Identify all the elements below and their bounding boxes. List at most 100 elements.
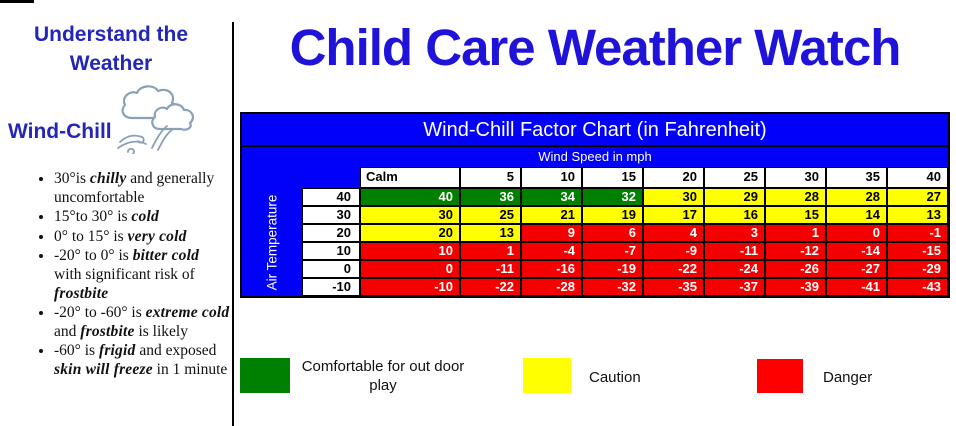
row-header-0: 0 <box>302 260 360 278</box>
value-cell: 13 <box>887 206 948 224</box>
clouds-wind-icon <box>117 85 194 154</box>
col-header-20: 20 <box>643 167 704 188</box>
bullet-item: 15°to 30° is cold <box>54 208 230 227</box>
bullet-item: -60° is frigid and exposed skin will fre… <box>54 342 230 379</box>
table-row: -10 -22 -28 -32 -35 -37 -39 -41 -43 <box>360 278 948 296</box>
sidebar-heading: Understand the Weather <box>33 23 188 75</box>
value-cell: -22 <box>460 278 521 296</box>
table-right-column: Calm 5 10 15 20 25 30 35 40 40 36 34 32 30 29 28 28 27 30… <box>360 167 948 296</box>
value-cell: -1 <box>887 224 948 242</box>
value-cell: 1 <box>460 242 521 260</box>
value-cell: 10 <box>360 242 460 260</box>
col-header-40: 40 <box>887 167 948 188</box>
value-cell: 6 <box>582 224 643 242</box>
bullet-list: 30°is chilly and generally uncomfortable… <box>26 170 230 380</box>
value-cell: 30 <box>643 188 704 206</box>
value-cell: 14 <box>826 206 887 224</box>
value-cell: -27 <box>826 260 887 278</box>
table-left-column: Air Temperature 40 30 20 10 0 -10 <box>242 167 360 296</box>
value-cell: -35 <box>643 278 704 296</box>
air-temperature-axis: Air Temperature <box>242 188 302 296</box>
value-cell: -15 <box>887 242 948 260</box>
value-cell: 30 <box>360 206 460 224</box>
value-cell: -28 <box>521 278 582 296</box>
value-cell: 29 <box>704 188 765 206</box>
bullet-item: 30°is chilly and generally uncomfortable <box>54 170 230 207</box>
col-header-15: 15 <box>582 167 643 188</box>
col-header-30: 30 <box>765 167 826 188</box>
wind-chill-table: Wind-Chill Factor Chart (in Fahrenheit) … <box>240 112 950 298</box>
value-cell: -4 <box>521 242 582 260</box>
legend-label-caution: Caution <box>589 369 641 386</box>
legend-label-danger: Danger <box>823 369 873 386</box>
value-cell: 3 <box>704 224 765 242</box>
table-header-spacer <box>242 167 360 188</box>
table-row: 40 36 34 32 30 29 28 28 27 <box>360 188 948 206</box>
value-cell: 1 <box>765 224 826 242</box>
value-cell: -10 <box>360 278 460 296</box>
value-cell: 40 <box>360 188 460 206</box>
table-title: Wind-Chill Factor Chart (in Fahrenheit) <box>242 114 948 147</box>
col-header-10: 10 <box>521 167 582 188</box>
row-headers: 40 30 20 10 0 -10 <box>302 188 360 296</box>
value-cell: -9 <box>643 242 704 260</box>
row-header-20: 20 <box>302 224 360 242</box>
value-cell: -29 <box>887 260 948 278</box>
value-cell: 0 <box>826 224 887 242</box>
value-cell: 27 <box>887 188 948 206</box>
value-cell: -7 <box>582 242 643 260</box>
col-header-35: 35 <box>826 167 887 188</box>
value-cell: 15 <box>765 206 826 224</box>
col-header-5: 5 <box>460 167 521 188</box>
value-cell: 17 <box>643 206 704 224</box>
value-cell: 19 <box>582 206 643 224</box>
table-header-row-cells: Calm 5 10 15 20 25 30 35 40 <box>360 167 948 188</box>
vertical-divider <box>232 22 234 426</box>
legend-swatch-comfortable <box>240 358 290 393</box>
value-cell: -37 <box>704 278 765 296</box>
page-title: Child Care Weather Watch <box>289 19 902 76</box>
bullet-item: 0° to 15° is very cold <box>54 228 230 247</box>
bullet-item: -20° to -60° is extreme cold and frostbi… <box>54 304 230 341</box>
legend-label-comfortable: Comfortable for out door play <box>301 358 465 394</box>
wind-speed-axis-label: Wind Speed in mph <box>538 149 652 164</box>
value-cell: 4 <box>643 224 704 242</box>
bullet-item: -20° to 0° is bitter cold with significa… <box>54 247 230 303</box>
value-cell: 21 <box>521 206 582 224</box>
value-cell: -22 <box>643 260 704 278</box>
value-cell: 0 <box>360 260 460 278</box>
value-cell: -11 <box>460 260 521 278</box>
row-header-10: 10 <box>302 242 360 260</box>
value-cell: 9 <box>521 224 582 242</box>
wind-chill-notes: 30°is chilly and generally uncomfortable… <box>26 170 230 381</box>
table-row: 10 1 -4 -7 -9 -11 -12 -14 -15 <box>360 242 948 260</box>
value-cell: 13 <box>460 224 521 242</box>
value-cell: 28 <box>765 188 826 206</box>
row-header-30: 30 <box>302 206 360 224</box>
value-cell: -11 <box>704 242 765 260</box>
value-cell: 25 <box>460 206 521 224</box>
table-row: 30 25 21 19 17 16 15 14 13 <box>360 206 948 224</box>
data-rows: 40 36 34 32 30 29 28 28 27 30 25 21 19 17 16 15 14 13 20 13… <box>360 188 948 296</box>
value-cell: 28 <box>826 188 887 206</box>
row-header--10: -10 <box>302 278 360 296</box>
table-body: Air Temperature 40 30 20 10 0 -10 Calm 5 10 15 20… <box>242 167 948 296</box>
value-cell: -32 <box>582 278 643 296</box>
value-cell: -16 <box>521 260 582 278</box>
value-cell: 36 <box>460 188 521 206</box>
value-cell: -26 <box>765 260 826 278</box>
legend-swatch-caution <box>523 358 571 393</box>
value-cell: 20 <box>360 224 460 242</box>
value-cell: -41 <box>826 278 887 296</box>
value-cell: -12 <box>765 242 826 260</box>
value-cell: 34 <box>521 188 582 206</box>
table-left-lower: Air Temperature 40 30 20 10 0 -10 <box>242 188 360 296</box>
value-cell: 16 <box>704 206 765 224</box>
legend-swatch-danger <box>757 359 803 393</box>
value-cell: 32 <box>582 188 643 206</box>
table-row: 20 13 9 6 4 3 1 0 -1 <box>360 224 948 242</box>
value-cell: -19 <box>582 260 643 278</box>
sidebar-subheading: Wind-Chill <box>8 120 112 143</box>
value-cell: -39 <box>765 278 826 296</box>
value-cell: -14 <box>826 242 887 260</box>
